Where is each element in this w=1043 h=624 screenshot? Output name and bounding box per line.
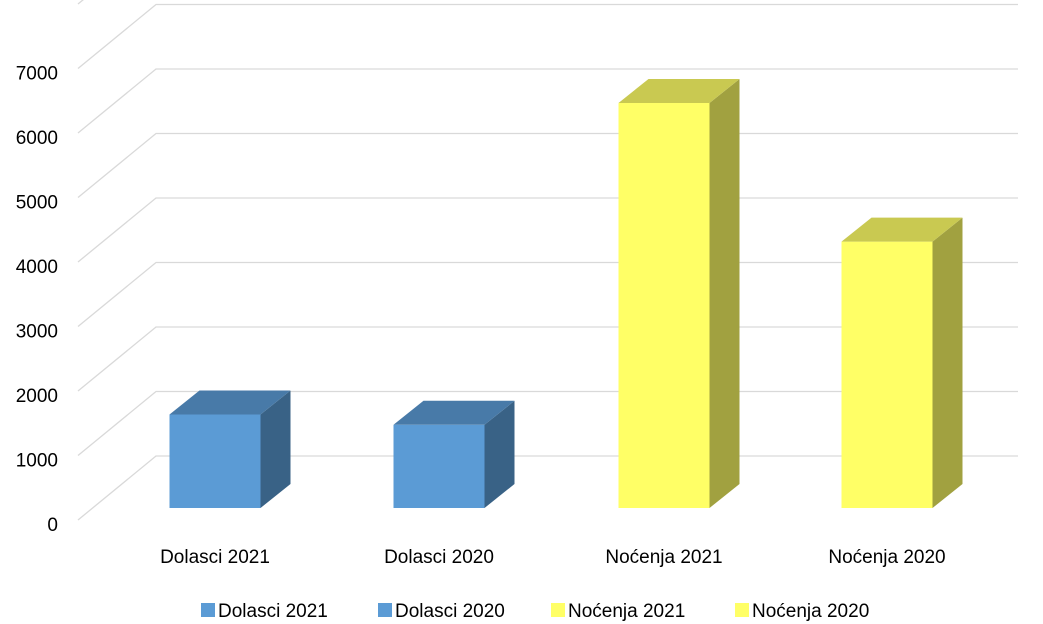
y-tick-label: 7000 [16, 64, 58, 85]
legend-label: Dolasci 2021 [218, 601, 328, 622]
category-label: Dolasci 2020 [384, 547, 494, 568]
bar-side-face [932, 217, 963, 509]
bars [169, 78, 963, 509]
legend: Dolasci 2021 Dolasci 2020 Noćenja 2021 Noće… [201, 601, 869, 622]
legend-item: Noćenja 2020 [735, 601, 869, 622]
y-tick-label: 4000 [16, 257, 58, 278]
gridline [77, 3, 1018, 70]
category-label: Dolasci 2021 [160, 547, 270, 568]
y-tick-label: 6000 [16, 128, 58, 149]
bar-1 [393, 400, 515, 508]
gridline [77, 0, 84, 5]
category-label: Noćenja 2020 [828, 547, 945, 568]
bar-top-face [393, 400, 515, 425]
legend-item: Dolasci 2021 [201, 601, 328, 622]
legend-swatch [378, 603, 392, 617]
gridline [77, 132, 1018, 199]
gridline [77, 68, 1018, 134]
legend-swatch [735, 603, 749, 617]
bar-side-face [260, 390, 291, 508]
y-tick-label: 2000 [16, 386, 58, 407]
bar-side-face [709, 78, 740, 508]
legend-item: Noćenja 2021 [551, 601, 685, 622]
bar-front-face [169, 414, 261, 508]
bar-0 [169, 390, 291, 508]
bar-front-face [393, 424, 485, 508]
bar-front-face [841, 241, 933, 509]
legend-swatch [201, 603, 215, 617]
bar-3 [841, 217, 963, 509]
legend-swatch [551, 603, 565, 617]
bar-top-face [169, 390, 291, 415]
legend-item: Dolasci 2020 [378, 601, 505, 622]
y-tick-label: 0 [47, 515, 58, 536]
category-label: Noćenja 2021 [605, 547, 722, 568]
gridlines [77, 0, 1018, 521]
bar-top-face [618, 78, 740, 103]
y-tick-label: 1000 [16, 451, 58, 472]
legend-label: Noćenja 2021 [568, 601, 685, 622]
x-axis-categories: Dolasci 2021 Dolasci 2020 Noćenja 2021 Noće… [160, 547, 946, 568]
y-axis-ticks: 0 1000 2000 3000 4000 5000 6000 7000 [16, 64, 58, 537]
y-tick-label: 5000 [16, 193, 58, 214]
bar-top-face [841, 217, 963, 242]
bar-front-face [618, 102, 710, 508]
legend-label: Noćenja 2020 [752, 601, 869, 622]
bar-2 [618, 78, 740, 508]
bar-side-face [484, 400, 515, 508]
y-tick-label: 3000 [16, 322, 58, 343]
legend-label: Dolasci 2020 [395, 601, 505, 622]
